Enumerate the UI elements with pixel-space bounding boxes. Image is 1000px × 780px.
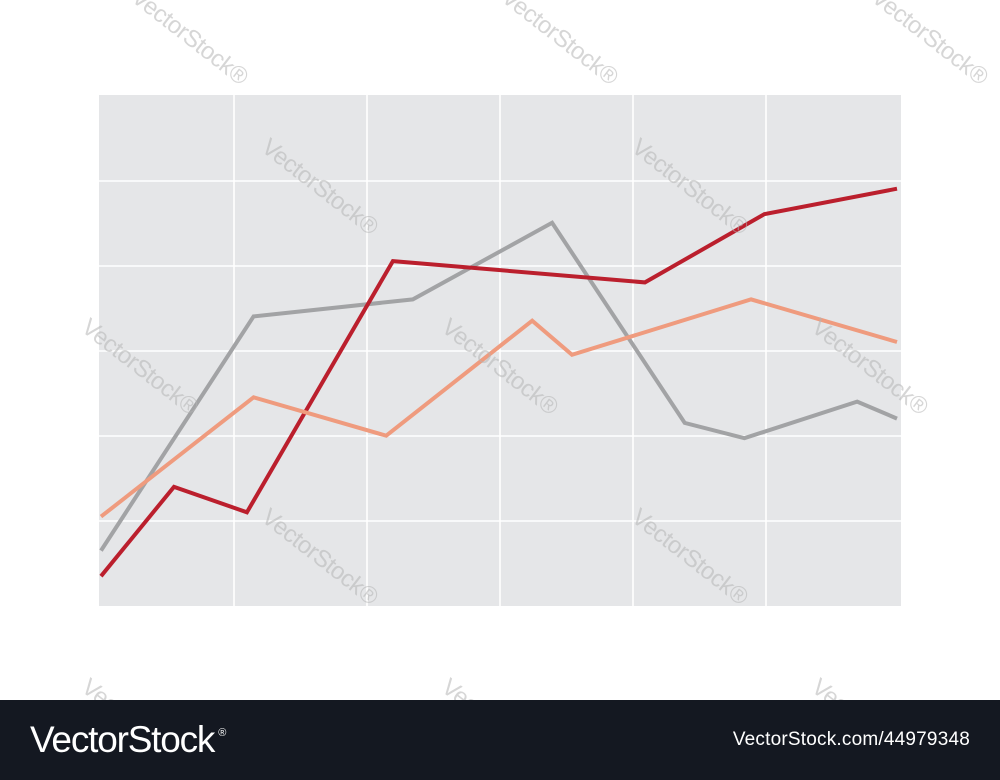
image-id-text: VectorStock.com/44979348 xyxy=(732,729,970,750)
watermark-text: VectorStock® xyxy=(126,0,253,91)
series-line-2 xyxy=(99,186,898,578)
watermark-text: VectorStock® xyxy=(76,673,203,700)
series-line-3 xyxy=(99,297,898,519)
footer-bar: VectorStock ® VectorStock.com/44979348 xyxy=(0,700,1000,780)
vectorstock-logo: VectorStock ® xyxy=(30,719,226,761)
registered-mark: ® xyxy=(218,727,227,739)
series-layer xyxy=(99,186,898,578)
watermark-text: VectorStock® xyxy=(866,0,993,91)
watermark-text: VectorStock® xyxy=(496,0,623,91)
logo-text: VectorStock xyxy=(30,719,215,760)
series-line-1 xyxy=(99,220,898,552)
watermark-text: VectorStock® xyxy=(436,673,563,700)
line-chart: VectorStock® VectorStock® VectorStock® Vect… xyxy=(76,0,993,700)
watermark-text: VectorStock® xyxy=(806,673,933,700)
